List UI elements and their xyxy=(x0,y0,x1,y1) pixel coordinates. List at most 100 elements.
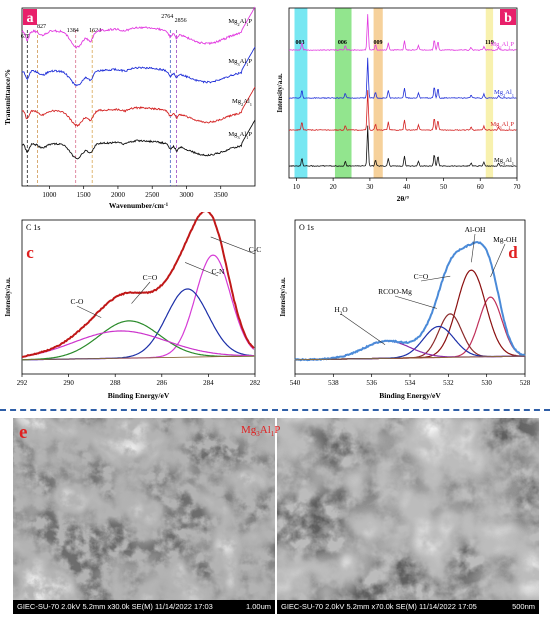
sem-letter-e: e xyxy=(19,422,28,443)
series-label: Mg3Al1P xyxy=(228,131,252,140)
peak-label: C=O xyxy=(143,273,158,282)
series-line xyxy=(21,6,256,49)
x-axis-label: Binding Energy/eV xyxy=(108,391,170,400)
peak-pointer xyxy=(184,262,219,277)
x-tick-label: 286 xyxy=(157,379,168,387)
series-line xyxy=(21,86,256,128)
annotation-label: 1384 xyxy=(67,28,79,34)
chart-title: O 1s xyxy=(299,223,314,232)
panel-a: a 677 827 1384 1624 2764 2856 Mg2Al1P Mg3Al1P Mg2… xyxy=(0,0,275,212)
x-tick-label: 538 xyxy=(328,379,339,387)
highlight-band xyxy=(334,8,352,178)
x-axis-label: Binding Energy/eV xyxy=(379,391,441,400)
plot-frame xyxy=(21,219,256,375)
peak-component xyxy=(21,330,254,358)
series-label: Mg2Al1P xyxy=(228,18,252,27)
series-label: Mg2Al1 xyxy=(494,89,514,98)
peak-component xyxy=(22,288,254,361)
x-tick-label: 1500 xyxy=(77,191,92,199)
x-tick-label: 1000 xyxy=(42,191,57,199)
peak-pointer xyxy=(471,233,476,263)
baseline-line xyxy=(294,355,526,361)
panel-c: C 1s c C-C C-N C=O C-O 292 290 288 286 284 282 Bindi… xyxy=(0,209,275,408)
sem-info-left: GIEC-SU-70 2.0kV 5.2mm x30.0k SE(M) 11/1… xyxy=(17,602,213,611)
highlight-band xyxy=(373,8,383,178)
peak-pointer xyxy=(420,275,451,282)
sem-info-right: GIEC-SU-70 2.0kV 5.2mm x70.0k SE(M) 11/1… xyxy=(281,602,477,611)
annotation-label: 827 xyxy=(37,24,46,30)
x-tick-label: 3000 xyxy=(179,191,194,199)
x-tick-label: 290 xyxy=(63,379,74,387)
x-tick-label: 284 xyxy=(203,379,214,387)
peak-component xyxy=(295,296,526,361)
x-axis-label: 2θ/° xyxy=(397,194,410,203)
series-label: Mg2Al1 xyxy=(232,98,252,107)
series-label: Mg3Al1 xyxy=(494,157,514,166)
y-axis-label: Transmittance/% xyxy=(3,69,12,125)
x-tick-label: 60 xyxy=(477,183,485,191)
x-tick-label: 2000 xyxy=(111,191,126,199)
panel-b: b 003 006 009 110 Mg2Al1P Mg2Al1 Mg3Al1P Mg3Al1 1… xyxy=(275,0,550,212)
plot-frame xyxy=(21,7,256,187)
annotation-label: 2764 xyxy=(161,14,173,20)
series-line xyxy=(288,125,517,167)
peak-label: Al-OH xyxy=(465,225,486,234)
peak-pointer xyxy=(210,236,256,255)
peak-label: C-C xyxy=(249,245,262,254)
x-tick-label: 10 xyxy=(293,183,301,191)
x-tick-label: 2500 xyxy=(145,191,160,199)
x-tick-label: 40 xyxy=(403,183,411,191)
x-tick-label: 282 xyxy=(250,379,261,387)
sem-scale-right: 500nm xyxy=(512,602,535,611)
peak-component xyxy=(22,320,254,361)
sem-info-bar-left: GIEC-SU-70 2.0kV 5.2mm x30.0k SE(M) 11/1… xyxy=(13,600,275,614)
series-label: Mg3Al1P xyxy=(490,121,514,130)
envelope-line xyxy=(294,240,526,362)
peak-pointer xyxy=(490,243,506,278)
annotation-label: 110 xyxy=(485,40,494,46)
peak-component xyxy=(295,269,525,361)
peak-label: C-O xyxy=(71,297,85,306)
envelope-line xyxy=(21,209,255,358)
series-label: Mg2Al1P xyxy=(490,41,514,50)
annotation-label: 2856 xyxy=(175,18,187,24)
panel-letter: b xyxy=(504,11,512,26)
peak-pointer xyxy=(76,305,102,318)
series-line xyxy=(289,90,517,131)
x-tick-label: 50 xyxy=(440,183,448,191)
annotation-label: 006 xyxy=(338,40,347,46)
annotation-label: 009 xyxy=(373,40,382,46)
peak-label: Mg-OH xyxy=(493,235,517,244)
peak-pointer xyxy=(131,281,151,304)
xps-c1s-chart: C 1s c C-C C-N C=O C-O 292 290 288 286 284 282 Bindi… xyxy=(4,209,262,400)
x-tick-label: 3500 xyxy=(214,191,229,199)
peak-component xyxy=(295,325,525,361)
panel-letter: a xyxy=(27,11,34,26)
y-axis-label: Intensity/a.u. xyxy=(4,277,12,317)
y-axis-label: Intensity/a.u. xyxy=(279,277,287,317)
series-line xyxy=(21,119,256,160)
series-line xyxy=(21,46,256,87)
x-tick-label: 20 xyxy=(330,183,338,191)
chart-title: C 1s xyxy=(26,223,40,232)
x-tick-label: 288 xyxy=(110,379,121,387)
panel-e: e GIEC-SU-70 2.0kV 5.2mm x30.0k SE(M) 11… xyxy=(13,418,539,614)
x-tick-label: 534 xyxy=(405,379,416,387)
section-divider xyxy=(0,409,550,411)
sem-overlay-label: Mg3Al1P xyxy=(241,424,281,439)
x-tick-label: 540 xyxy=(290,379,301,387)
peak-label: H2O xyxy=(334,305,348,317)
sem-texture-left xyxy=(13,418,275,614)
panel-letter-bg xyxy=(23,9,37,25)
panel-d: O 1s d Mg-OH Al-OH C=O RCOO-Mg H2O 540 538 536 534… xyxy=(275,212,550,408)
x-tick-label: 528 xyxy=(520,379,531,387)
x-tick-label: 30 xyxy=(366,183,374,191)
sem-image-left: e GIEC-SU-70 2.0kV 5.2mm x30.0k SE(M) 11… xyxy=(13,418,275,614)
peak-pointer xyxy=(394,295,437,309)
peak-label: C-N xyxy=(212,267,226,276)
peak-pointer xyxy=(340,313,386,345)
peak-label: C=O xyxy=(414,272,429,281)
